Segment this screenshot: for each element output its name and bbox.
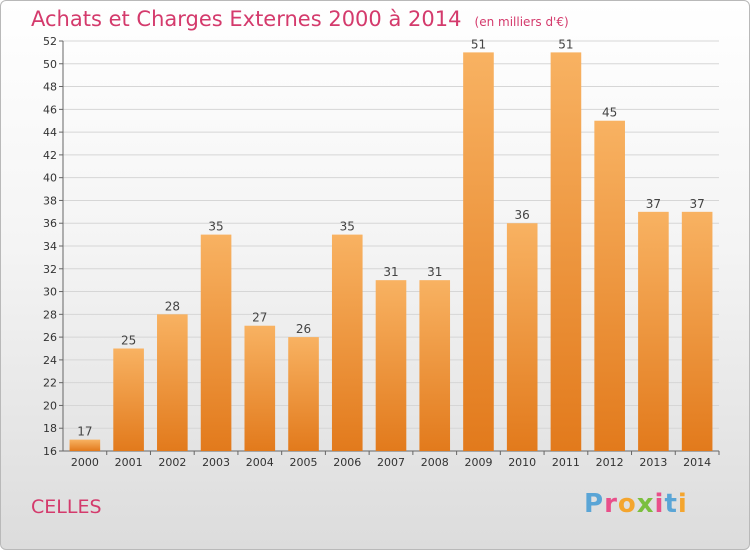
bar bbox=[681, 211, 713, 451]
bar bbox=[638, 211, 669, 451]
y-tick-label: 18 bbox=[43, 422, 57, 435]
y-tick-label: 16 bbox=[43, 445, 57, 458]
bar bbox=[69, 439, 101, 451]
logo-letter: x bbox=[636, 489, 655, 519]
x-tick-label: 2012 bbox=[596, 456, 624, 469]
y-tick-label: 48 bbox=[43, 81, 57, 94]
bar bbox=[244, 325, 276, 451]
x-tick-label: 2005 bbox=[290, 456, 318, 469]
chart-title-group: Achats et Charges Externes 2000 à 2014 (… bbox=[31, 7, 569, 31]
y-tick-label: 52 bbox=[43, 35, 57, 48]
logo-letter: i bbox=[677, 489, 688, 519]
y-tick-label: 28 bbox=[43, 308, 57, 321]
bar bbox=[157, 314, 188, 451]
y-tick-label: 30 bbox=[43, 286, 57, 299]
data-label: 36 bbox=[515, 208, 530, 222]
x-tick-label: 2003 bbox=[202, 456, 230, 469]
commune-name: CELLES bbox=[31, 496, 102, 518]
y-tick-label: 34 bbox=[43, 240, 57, 253]
y-tick-label: 36 bbox=[43, 217, 57, 230]
y-tick-label: 44 bbox=[43, 126, 57, 139]
logo-letter: r bbox=[604, 489, 618, 519]
data-label: 37 bbox=[646, 197, 661, 211]
x-tick-label: 2004 bbox=[246, 456, 274, 469]
bar bbox=[113, 348, 144, 451]
x-tick-label: 2007 bbox=[377, 456, 405, 469]
data-label: 35 bbox=[340, 220, 355, 234]
bar bbox=[463, 52, 494, 452]
y-tick-label: 40 bbox=[43, 172, 57, 185]
y-tick-label: 26 bbox=[43, 331, 57, 344]
logo-letter: o bbox=[617, 489, 637, 519]
y-tick-label: 22 bbox=[43, 377, 57, 390]
bar bbox=[288, 337, 319, 451]
logo-letter: t bbox=[664, 489, 678, 519]
bar bbox=[594, 120, 625, 451]
x-tick-label: 2010 bbox=[508, 456, 536, 469]
data-label: 17 bbox=[77, 425, 92, 439]
chart-subtitle: (en milliers d'€) bbox=[474, 15, 569, 29]
logo-letter: P bbox=[584, 489, 605, 519]
proxiti-logo: Proxiti bbox=[584, 489, 688, 519]
data-label: 25 bbox=[121, 334, 136, 348]
data-label: 45 bbox=[602, 106, 617, 120]
x-tick-label: 2009 bbox=[464, 456, 492, 469]
x-tick-label: 2006 bbox=[333, 456, 361, 469]
data-label: 51 bbox=[471, 37, 486, 51]
data-label: 28 bbox=[165, 299, 180, 313]
bar bbox=[331, 234, 363, 451]
bar bbox=[506, 223, 538, 451]
data-label: 37 bbox=[689, 197, 704, 211]
data-label: 31 bbox=[427, 265, 442, 279]
data-label: 51 bbox=[558, 37, 573, 51]
bar bbox=[419, 280, 451, 451]
chart-title: Achats et Charges Externes 2000 à 2014 bbox=[31, 7, 462, 31]
bar bbox=[550, 52, 582, 452]
data-label: 35 bbox=[208, 220, 223, 234]
y-tick-label: 42 bbox=[43, 149, 57, 162]
y-tick-label: 46 bbox=[43, 103, 57, 116]
x-tick-label: 2011 bbox=[552, 456, 580, 469]
y-tick-label: 50 bbox=[43, 58, 57, 71]
bar bbox=[375, 280, 407, 451]
x-tick-label: 2000 bbox=[71, 456, 99, 469]
data-label: 27 bbox=[252, 311, 267, 325]
x-tick-label: 2008 bbox=[421, 456, 449, 469]
x-tick-label: 2001 bbox=[115, 456, 143, 469]
bar bbox=[200, 234, 232, 451]
x-tick-label: 2014 bbox=[683, 456, 711, 469]
data-label: 26 bbox=[296, 322, 311, 336]
y-tick-label: 32 bbox=[43, 263, 57, 276]
logo-letter: i bbox=[654, 489, 665, 519]
y-tick-label: 24 bbox=[43, 354, 57, 367]
data-label: 31 bbox=[383, 265, 398, 279]
y-tick-label: 20 bbox=[43, 399, 57, 412]
x-tick-label: 2002 bbox=[158, 456, 186, 469]
y-tick-label: 38 bbox=[43, 194, 57, 207]
x-tick-label: 2013 bbox=[639, 456, 667, 469]
